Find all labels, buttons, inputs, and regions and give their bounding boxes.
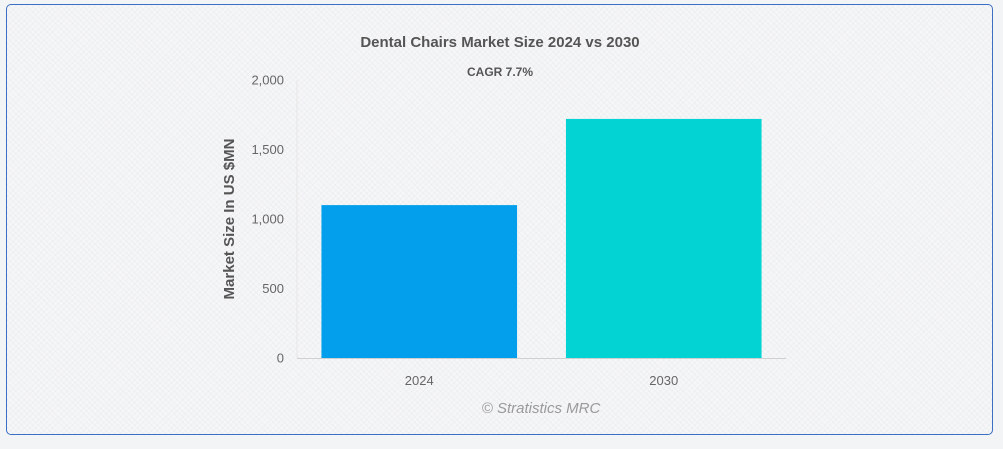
y-ticks: 0 500 1,000 1,500 2,000 [251,73,284,366]
y-tick-label: 2,000 [251,73,284,88]
bar-2030[interactable] [565,118,762,358]
y-tick-label: 0 [277,351,284,366]
x-tick-label: 2024 [405,373,434,388]
x-tick-label: 2030 [649,373,678,388]
y-tick-label: 1,000 [251,212,284,227]
x-ticks: 2024 2030 [405,373,678,388]
y-axis-label: Market Size In US $MN [221,139,238,300]
chart-title: Dental Chairs Market Size 2024 vs 2030 [360,34,639,51]
bars [321,118,762,358]
y-tick-label: 1,500 [251,142,284,157]
y-tick-label: 500 [262,281,284,296]
chart-credit: © Stratistics MRC [482,400,601,417]
bar-2024[interactable] [321,205,518,358]
chart-subtitle: CAGR 7.7% [467,65,533,79]
